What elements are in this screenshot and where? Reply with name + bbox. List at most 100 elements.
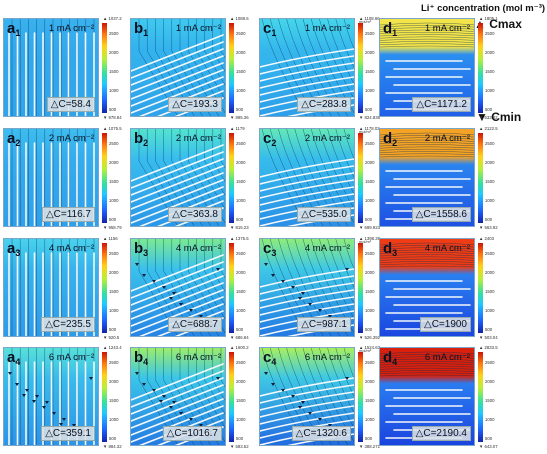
panel-a1-label: a1 (7, 21, 20, 41)
panel-b1-colorbar-tick: 2500 (236, 31, 246, 36)
panel-c1-label: c1 (263, 21, 276, 41)
panel-a3-colorbar-tick: 2500 (109, 251, 119, 256)
panel-b1-subscript: 1 (143, 28, 149, 38)
panel-c3-colorbar-tick: 1000 (365, 308, 375, 313)
panel-c1-colorbar-tick: 2000 (365, 50, 375, 55)
panel-a1-subscript: 1 (15, 28, 21, 38)
panel-c4-colorbar (358, 352, 363, 442)
panel-d3-colorbar-min: ▼ 503.04 (479, 335, 498, 340)
panel-a2-colorbar-tick: 2000 (109, 160, 119, 165)
panel-b4-current-density: 6 mA cm⁻² (175, 352, 221, 363)
panel-c3-flux-arrows (264, 263, 349, 329)
panel-c1-colorbar-tick: 1500 (365, 69, 375, 74)
panel-d2-colorbar-min: ▼ 563.92 (479, 225, 498, 230)
panel-a4-colorbar-min: ▼ 884.32 (103, 444, 122, 449)
panel-a2: a2 2 mA cm⁻² △C=116.7 (3, 128, 99, 227)
panel-d3-current-density: 4 mA cm⁻² (424, 243, 470, 254)
panel-a4-subscript: 4 (15, 357, 21, 367)
panel-a3-subscript: 3 (15, 248, 21, 258)
panel-b1-label: b1 (134, 21, 148, 41)
panel-b3-streamlines (138, 239, 225, 336)
panel-b3-subscript: 3 (143, 248, 149, 258)
panel-b4-colorbar-tick: 500 (236, 436, 244, 441)
panel-a4-letter: a (7, 349, 16, 366)
panel-d1: d1 1 mA cm⁻² △C=1171.2 (379, 18, 475, 117)
panel-c4-colorbar-tick: 1000 (365, 417, 375, 422)
panel-a2-colorbar-tick: 1000 (109, 198, 119, 203)
panel-b4-colorbar (229, 352, 234, 442)
panel-b2-colorbar-max: ▲ 1179 (230, 126, 245, 131)
panel-d2-colorbar-tick: 2500 (485, 141, 495, 146)
panel-b2-colorbar-tick: 2500 (236, 141, 246, 146)
panel-a1-delta-c: △C=58.4 (46, 97, 95, 112)
panel-c1-colorbar-unit: mol/m³ (359, 19, 372, 24)
panel-d4-colorbar-tick: 1500 (485, 398, 495, 403)
panel-b3-colorbar-min: ▼ 686.84 (230, 335, 249, 340)
panel-d1-colorbar-tick: 500 (485, 107, 493, 112)
panel-b4-colorbar-min: ▼ 583.52 (230, 444, 249, 449)
panel-c1-colorbar (358, 23, 363, 113)
panel-b4: b4 6 mA cm⁻² △C=1016.7 (130, 347, 226, 446)
panel-c4-letter: c (263, 349, 272, 366)
panel-c2-colorbar-tick: 1500 (365, 179, 375, 184)
panel-c2-colorbar-tick: 1000 (365, 198, 375, 203)
panel-d3-colorbar-max: ▲ 2403 (479, 236, 495, 241)
panel-b1-letter: b (134, 20, 144, 37)
legend-cmin-label: ▼ Cmin (476, 110, 522, 124)
panel-a1-colorbar-tick: 1500 (109, 69, 119, 74)
panel-b4-colorbar-max: ▲ 1600.2 (230, 345, 249, 350)
panel-d1-colorbar-max: ▲ 1805.1 (479, 16, 498, 21)
panel-c2: c2 2 mA cm⁻² △C=535.0 (259, 128, 355, 227)
panel-c4-subscript: 4 (271, 357, 277, 367)
panel-c3-colorbar-min: ▼ 526.392 (359, 335, 380, 340)
panel-b1: b1 1 mA cm⁻² △C=193.3 (130, 18, 226, 117)
panel-a4-colorbar-tick: 2000 (109, 379, 119, 384)
panel-d1-subscript: 1 (392, 28, 398, 38)
panel-b2: b2 2 mA cm⁻² △C=363.8 (130, 128, 226, 227)
panel-d4-colorbar-min: ▼ 643.07 (479, 444, 498, 449)
panel-d4-streamlines (380, 351, 474, 377)
panel-b3-current-density: 4 mA cm⁻² (175, 243, 221, 254)
panel-d4-colorbar (478, 352, 483, 442)
panel-a3-colorbar-tick: 1000 (109, 308, 119, 313)
panel-b2-colorbar-tick: 1000 (236, 198, 246, 203)
panel-c3-colorbar-unit: mol/m³ (359, 239, 372, 244)
panel-b4-colorbar-tick: 2500 (236, 360, 246, 365)
panel-c4-colorbar-max: ▲ 1524.63 (359, 345, 380, 350)
panel-a1-colorbar-tick: 500 (109, 107, 117, 112)
panel-b3-colorbar-tick: 2000 (236, 270, 246, 275)
panel-a3-delta-c: △C=235.5 (41, 317, 95, 332)
panel-c2-colorbar-tick: 2000 (365, 160, 375, 165)
panel-a4-colorbar-tick: 1000 (109, 417, 119, 422)
panel-b2-colorbar-tick: 2000 (236, 160, 246, 165)
panel-c4-colorbar-tick: 500 (365, 436, 373, 441)
panel-b1-colorbar-min: ▼ 895.36 (230, 115, 249, 120)
panel-c3-colorbar-tick: 2500 (365, 251, 375, 256)
panel-a1-current-density: 1 mA cm⁻² (48, 23, 94, 34)
panel-d4-colorbar-tick: 2500 (485, 360, 495, 365)
panel-d1-label: d1 (383, 21, 397, 41)
panel-a1: a1 1 mA cm⁻² △C=58.4 (3, 18, 99, 117)
panel-d3: d3 4 mA cm⁻² △C=1900 (379, 238, 475, 337)
panel-a4-label: a4 (7, 350, 20, 370)
panel-a2-colorbar-tick: 1500 (109, 179, 119, 184)
panel-b3-delta-c: △C=688.7 (168, 317, 222, 332)
panel-a3: a3 4 mA cm⁻² △C=235.5 (3, 238, 99, 337)
panel-a2-letter: a (7, 130, 16, 147)
panel-c3-label: c3 (263, 241, 276, 261)
panel-a3-colorbar-tick: 2000 (109, 270, 119, 275)
panel-d1-streamlines (380, 22, 474, 48)
panel-d2-colorbar-tick: 1500 (485, 179, 495, 184)
panel-a1-letter: a (7, 20, 16, 37)
panel-a2-colorbar (102, 133, 107, 223)
panel-a2-subscript: 2 (15, 138, 21, 148)
panel-d2-colorbar-tick: 2000 (485, 160, 495, 165)
panel-b3-colorbar (229, 243, 234, 333)
panel-c2-delta-c: △C=535.0 (297, 207, 351, 222)
panel-d1-letter: d (383, 20, 393, 37)
panel-d2-colorbar-tick: 1000 (485, 198, 495, 203)
panel-d4: d4 6 mA cm⁻² △C=2190.4 (379, 347, 475, 446)
panel-a3-current-density: 4 mA cm⁻² (48, 243, 94, 254)
panel-c2-colorbar (358, 133, 363, 223)
